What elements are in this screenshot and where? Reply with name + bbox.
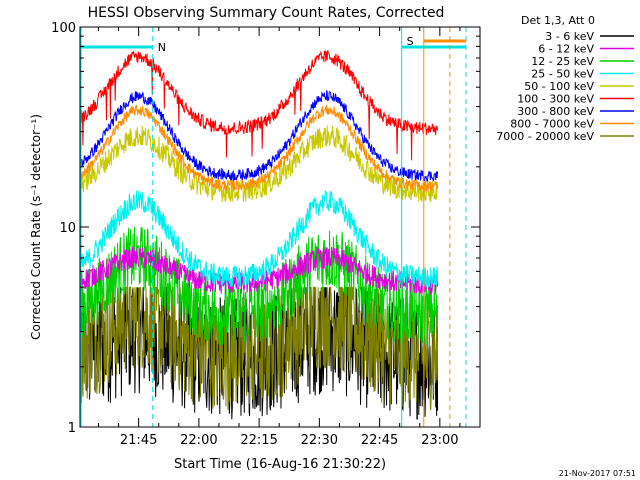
legend-label: 12 - 25 keV xyxy=(531,55,594,68)
annotation-s: S xyxy=(407,35,414,48)
legend-label: 100 - 300 keV xyxy=(517,93,594,106)
x-tick-label: 22:30 xyxy=(301,433,338,448)
legend-label: 3 - 6 keV xyxy=(545,30,594,43)
y-tick-label: 1 xyxy=(68,421,76,436)
series-line-1 xyxy=(79,245,439,295)
series-line-4 xyxy=(79,125,439,203)
legend-label: 25 - 50 keV xyxy=(531,68,594,81)
legend-title: Det 1,3, Att 0 xyxy=(521,14,595,27)
legend-label: 800 - 7000 keV xyxy=(510,118,594,131)
y-tick-label: 10 xyxy=(59,221,76,236)
footer-date: 21-Nov-2017 07:51 xyxy=(559,469,636,478)
x-axis-label: Start Time (16-Aug-16 21:30:22) xyxy=(174,457,386,472)
annotation-n: N xyxy=(158,41,166,54)
series-line-6 xyxy=(79,89,439,183)
x-tick-label: 22:00 xyxy=(180,433,217,448)
x-tick-label: 22:15 xyxy=(240,433,277,448)
axes-layer: 21:45 22:00 22:15 22:30 22:45 23:00 1 10 100 xyxy=(51,21,480,448)
legend-label: 300 - 800 keV xyxy=(517,105,594,118)
y-axis-label: Corrected Count Rate (s⁻¹ detector⁻¹) xyxy=(29,114,43,340)
legend-label: 50 - 100 keV xyxy=(524,80,594,93)
series-line-7 xyxy=(79,104,439,192)
series-line-8 xyxy=(79,286,439,411)
legend-label: 7000 - 20000 keV xyxy=(496,130,594,143)
series-line-5 xyxy=(79,50,439,161)
x-tick-label: 23:00 xyxy=(421,433,458,448)
chart-title: HESSI Observing Summary Count Rates, Cor… xyxy=(88,5,445,21)
series-line-3 xyxy=(79,190,439,289)
y-tick-label: 100 xyxy=(51,21,76,36)
legend-label: 6 - 12 keV xyxy=(538,43,594,56)
x-tick-label: 22:45 xyxy=(361,433,398,448)
x-tick-label: 21:45 xyxy=(120,433,157,448)
data-series-layer xyxy=(79,50,439,420)
